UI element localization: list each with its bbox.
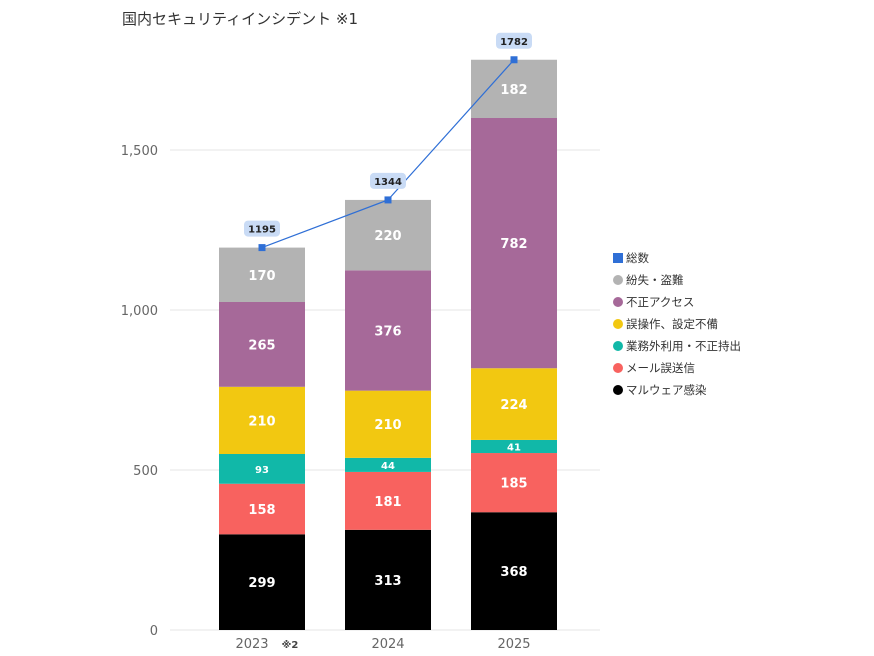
legend-square-icon (613, 253, 623, 263)
total-marker (384, 196, 392, 204)
legend-dot-icon (613, 297, 623, 307)
legend-item: 業務外利用・不正持出 (613, 335, 741, 357)
total-label-bg (496, 32, 532, 49)
y-tick-label: 1,000 (121, 304, 158, 319)
data-label: 224 (500, 398, 527, 413)
bar-segment (345, 457, 431, 472)
data-label: 93 (255, 465, 269, 476)
data-label: 182 (500, 83, 527, 98)
data-label: 313 (374, 574, 401, 589)
data-label: 181 (374, 495, 401, 510)
data-label: 41 (507, 442, 521, 453)
y-tick-label: 1,500 (121, 144, 158, 159)
data-label: 782 (500, 237, 527, 252)
y-tick-label: 0 (150, 624, 158, 639)
legend-label: メール誤送信 (626, 361, 695, 375)
data-label: 210 (248, 414, 275, 429)
legend-item: メール誤送信 (613, 357, 741, 379)
legend: 総数紛失・盗難不正アクセス誤操作、設定不備業務外利用・不正持出 メール誤送信 マルウ… (613, 247, 741, 401)
bar-segment (471, 59, 557, 118)
legend-label: 誤操作、設定不備 (626, 317, 718, 331)
legend-item: 不正アクセス (613, 291, 741, 313)
legend-item: 誤操作、設定不備 (613, 313, 741, 335)
total-label-bg (244, 220, 280, 237)
legend-dot-icon (613, 341, 623, 351)
data-label: 368 (500, 565, 527, 580)
data-label: 185 (500, 477, 527, 492)
bar-segment (345, 199, 431, 271)
legend-dot-icon (613, 385, 623, 395)
bar-segment (345, 270, 431, 391)
legend-label: 業務外利用・不正持出 (626, 339, 741, 353)
bar-segment (471, 439, 557, 454)
legend-dot-icon (613, 363, 623, 373)
bar-segment (345, 529, 431, 630)
x-tick-label: 2023 (235, 637, 268, 652)
legend-item: マルウェア感染 (613, 379, 741, 401)
bar-segment (219, 534, 305, 630)
data-label: 170 (248, 269, 275, 284)
x-tick-note: ※2 (282, 639, 299, 651)
chart-title: 国内セキュリティインシデント ※1 (122, 10, 358, 28)
total-marker (258, 244, 266, 252)
total-label: 1782 (500, 37, 528, 48)
legend-label: マルウェア感染 (626, 383, 707, 397)
data-label: 376 (374, 324, 401, 339)
total-marker (510, 56, 518, 64)
y-tick-label: 500 (133, 464, 158, 479)
data-label: 265 (248, 338, 275, 353)
legend-item: 総数 (613, 247, 741, 269)
x-tick-label: 2025 (497, 637, 530, 652)
bar-segment (219, 247, 305, 302)
bar-segment (471, 453, 557, 513)
legend-label: 紛失・盗難 (626, 273, 684, 287)
legend-item: 紛失・盗難 (613, 269, 741, 291)
bar-segment (219, 386, 305, 454)
x-tick-label: 2024 (371, 637, 404, 652)
bar-segment (219, 483, 305, 535)
bar-segment (345, 471, 431, 530)
data-label: 210 (374, 418, 401, 433)
bar-segment (471, 368, 557, 440)
bar-segment (471, 512, 557, 630)
data-label: 299 (248, 576, 275, 591)
legend-label: 不正アクセス (626, 295, 695, 309)
legend-dot-icon (613, 275, 623, 285)
bar-segment (345, 390, 431, 458)
bar-segment (471, 118, 557, 369)
data-label: 220 (374, 229, 401, 244)
total-label: 1344 (374, 177, 402, 188)
legend-label: 総数 (626, 251, 649, 265)
legend-dot-icon (613, 319, 623, 329)
total-label: 1195 (248, 225, 276, 236)
data-label: 44 (381, 461, 395, 472)
total-label-bg (370, 172, 406, 189)
bar-segment (219, 302, 305, 387)
bar-segment (219, 454, 305, 484)
data-label: 158 (248, 503, 275, 518)
